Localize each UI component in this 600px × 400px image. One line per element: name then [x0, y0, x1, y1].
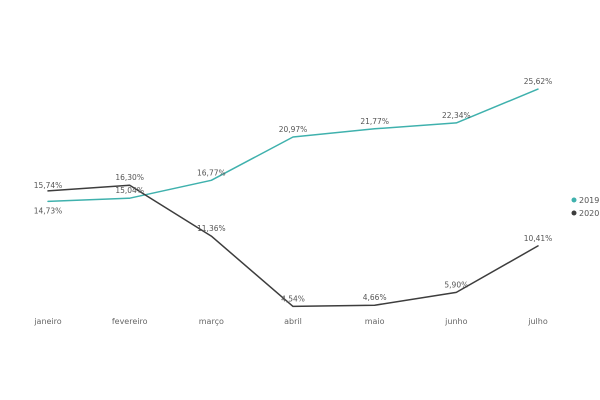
legend-marker-2019	[571, 197, 577, 203]
series-line-2020	[47, 184, 539, 308]
data-label-2020-5: 5,90%	[444, 280, 468, 289]
x-tick-label-0: janeiro	[33, 317, 61, 326]
series-lines	[47, 88, 539, 308]
legend-label-2020: 2020	[579, 209, 599, 218]
data-label-2020-2: 11,36%	[197, 224, 226, 233]
x-axis-ticks: janeiro fevereiro março abril maio junho julho	[33, 317, 548, 326]
x-tick-label-2: março	[199, 317, 224, 326]
x-tick-label-3: abril	[284, 317, 302, 326]
x-tick-label-6: julho	[527, 317, 548, 326]
data-label-2020-0: 15,74%	[34, 181, 63, 190]
x-tick-label-1: fevereiro	[112, 317, 148, 326]
data-label-2020-1: 16,30%	[115, 173, 144, 182]
data-label-2020-6: 10,41%	[524, 234, 553, 243]
data-label-2020-4: 4,66%	[363, 293, 387, 302]
data-label-2019-0: 14,73%	[34, 206, 63, 215]
x-tick-label-4: maio	[365, 317, 385, 326]
x-tick-label-5: junho	[444, 317, 467, 326]
legend-label-2019: 2019	[579, 196, 599, 205]
data-label-2019-3: 20,97%	[279, 125, 308, 134]
data-label-2019-2: 16,77%	[197, 168, 226, 177]
legend: 2019 2020	[571, 196, 599, 218]
data-label-2019-1: 15,04%	[115, 186, 144, 195]
data-label-2020-3: 4,54%	[281, 294, 305, 303]
data-labels: 14,73% 15,04% 16,77% 20,97% 21,77% 22,34% 25,6…	[34, 77, 553, 303]
data-label-2019-6: 25,62%	[524, 77, 553, 86]
data-label-2019-5: 22,34%	[442, 111, 471, 120]
series-line-2019	[47, 88, 539, 203]
data-label-2019-4: 21,77%	[360, 117, 389, 126]
legend-marker-2020	[571, 210, 577, 216]
